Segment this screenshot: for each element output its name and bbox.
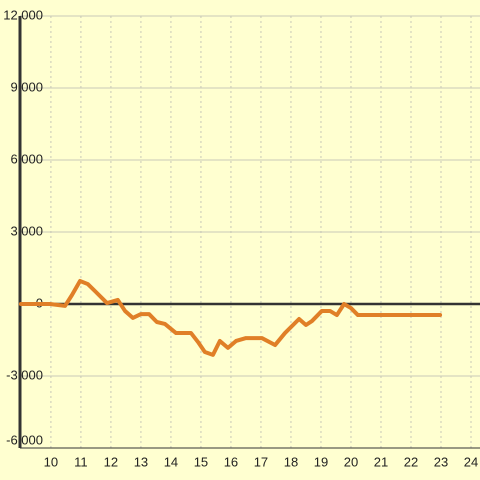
x-tick-label: 17 [254,454,268,469]
x-tick-label: 15 [194,454,208,469]
x-tick-label: 16 [224,454,238,469]
x-tick-label: 19 [314,454,328,469]
x-tick-label: 12 [104,454,118,469]
x-tick-label: 18 [284,454,298,469]
x-tick-label: 21 [374,454,388,469]
y-tick-label: 9,000 [10,79,43,94]
x-tick-label: 20 [344,454,358,469]
x-tick-label: 13 [134,454,148,469]
y-tick-label: -3,000 [6,367,43,382]
x-tick-label: 14 [164,454,178,469]
x-tick-label: 23 [434,454,448,469]
y-tick-label: 12,000 [3,7,43,22]
y-tick-label: 6,000 [10,151,43,166]
y-tick-label: -6,000 [6,432,43,447]
x-tick-label: 22 [404,454,418,469]
x-tick-label: 11 [74,454,88,469]
x-tick-label: 10 [44,454,58,469]
data-line [18,278,443,357]
x-tick-label: 24 [464,454,478,469]
y-tick-label: 3,000 [10,223,43,238]
